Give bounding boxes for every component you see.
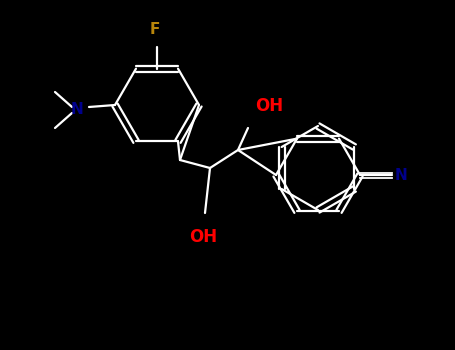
Text: OH: OH (255, 97, 283, 115)
Text: N: N (395, 168, 408, 182)
Text: N: N (71, 103, 83, 118)
Text: F: F (150, 22, 160, 37)
Text: OH: OH (189, 228, 217, 246)
